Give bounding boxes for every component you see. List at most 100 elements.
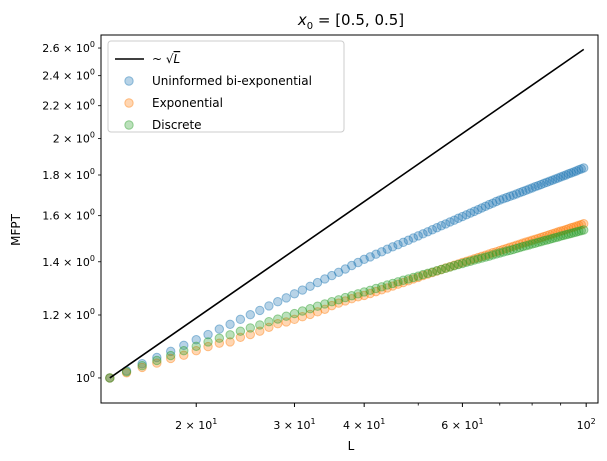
series-2-point — [403, 274, 414, 284]
series-2-point — [558, 230, 569, 241]
series-1-point — [449, 260, 459, 270]
series-1-point — [477, 251, 487, 262]
x-tick-label: 3 × 101 — [273, 417, 315, 432]
series-1-point — [518, 238, 528, 248]
series-1-point — [579, 219, 589, 229]
series-2-point — [566, 228, 576, 239]
series-0-point — [388, 242, 398, 252]
series-2-point — [225, 330, 235, 340]
series-0-point — [312, 277, 323, 288]
series-0-point — [553, 173, 563, 183]
series-0-point — [477, 203, 487, 213]
series-0-point — [484, 199, 494, 210]
y-tick-label-times: × — [60, 169, 76, 182]
series-0-point — [371, 249, 381, 259]
series-1-point — [533, 233, 543, 244]
series-0-point — [413, 231, 423, 241]
series-1-point — [511, 240, 522, 250]
series-1-point — [179, 350, 189, 360]
series-2-point — [491, 249, 501, 259]
y-tick-label-exp: 0 — [90, 98, 95, 107]
series-1-point — [473, 252, 483, 263]
series-2-point — [505, 245, 515, 256]
series-1-point — [427, 267, 438, 278]
series-0-point — [333, 267, 344, 277]
legend: ~ √L Uninformed bi-exponential Exponential… — [107, 40, 345, 133]
series-0-point — [524, 184, 534, 194]
series-1-point — [461, 256, 472, 266]
series-1-point — [297, 312, 308, 322]
series-0-point — [544, 176, 555, 186]
series-1-point — [121, 368, 132, 378]
series-1-point — [388, 281, 398, 291]
series-1-point — [508, 241, 518, 252]
series-0-point — [574, 165, 584, 175]
series-0-point — [542, 177, 552, 188]
series-0-point — [418, 229, 428, 239]
series-2-point — [527, 239, 537, 249]
y-tick-label-base: 10 — [76, 309, 90, 322]
series-2-point — [449, 261, 459, 271]
x-tick-label-base: 10 — [577, 419, 591, 432]
series-0-point — [289, 289, 300, 299]
series-2-point — [501, 246, 512, 256]
series-0-point — [403, 235, 414, 245]
series-1-point — [264, 322, 274, 332]
x-tick-label-exp: 1 — [311, 417, 316, 426]
series-2-point — [273, 314, 283, 324]
series-2-point — [382, 280, 392, 290]
series-0-point — [480, 201, 491, 212]
series-0-point — [527, 183, 537, 193]
y-tick-label-exp: 0 — [90, 307, 95, 316]
series-1-point — [376, 285, 387, 295]
series-2-point — [488, 250, 498, 260]
series-2-point — [445, 262, 455, 272]
series-0-point — [327, 270, 337, 281]
series-0-point — [561, 170, 571, 180]
series-1-point — [571, 221, 581, 231]
series-2-point — [544, 234, 555, 245]
y-tick-label-base: 10 — [76, 42, 90, 55]
series-0-point — [166, 346, 176, 357]
series-0-point — [511, 189, 522, 199]
x-tick-label-base: 10 — [297, 419, 311, 432]
y-tick-label-base: 10 — [76, 169, 90, 182]
legend-series-2-label: Discrete — [152, 118, 202, 132]
y-tick-label-base: 10 — [76, 256, 90, 269]
series-1-point — [436, 264, 447, 275]
y-tick-label: 2.4 × 100 — [42, 68, 95, 83]
series-0-point — [498, 194, 508, 204]
series-1-point — [501, 243, 512, 254]
series-0-point — [579, 163, 589, 173]
series-2-point — [473, 254, 483, 264]
x-tick-label-times: × — [280, 419, 296, 432]
series-0-point — [547, 175, 558, 185]
series-2-point — [480, 252, 491, 262]
series-0-point — [264, 301, 274, 311]
x-tick-label-base: 10 — [198, 419, 212, 432]
y-tick-label: 2.6 × 100 — [42, 40, 95, 55]
series-1-point — [333, 298, 344, 308]
series-1-point — [441, 263, 451, 273]
x-tick-label-times: × — [448, 419, 464, 432]
series-0-point — [281, 293, 291, 303]
series-2-point — [441, 263, 451, 273]
series-2-point — [320, 299, 330, 309]
series-2-point — [333, 295, 344, 305]
series-1-point — [273, 319, 283, 329]
series-1-point — [152, 358, 162, 368]
y-tick-label-exp: 0 — [90, 254, 95, 263]
series-1-point — [514, 239, 525, 249]
series-1-point — [484, 249, 494, 259]
series-1-point — [576, 219, 586, 230]
y-tick-label-mantissa: 1.6 — [42, 210, 60, 223]
series-2-point — [245, 323, 256, 333]
series-0-point — [555, 172, 566, 182]
series-2-point — [281, 311, 291, 321]
series-2-point — [393, 277, 403, 287]
series-1-point — [432, 266, 442, 276]
y-tick-label-mantissa: 1.2 — [42, 309, 60, 322]
series-0-point — [179, 340, 189, 351]
y-tick-label-exp: 0 — [90, 131, 95, 140]
